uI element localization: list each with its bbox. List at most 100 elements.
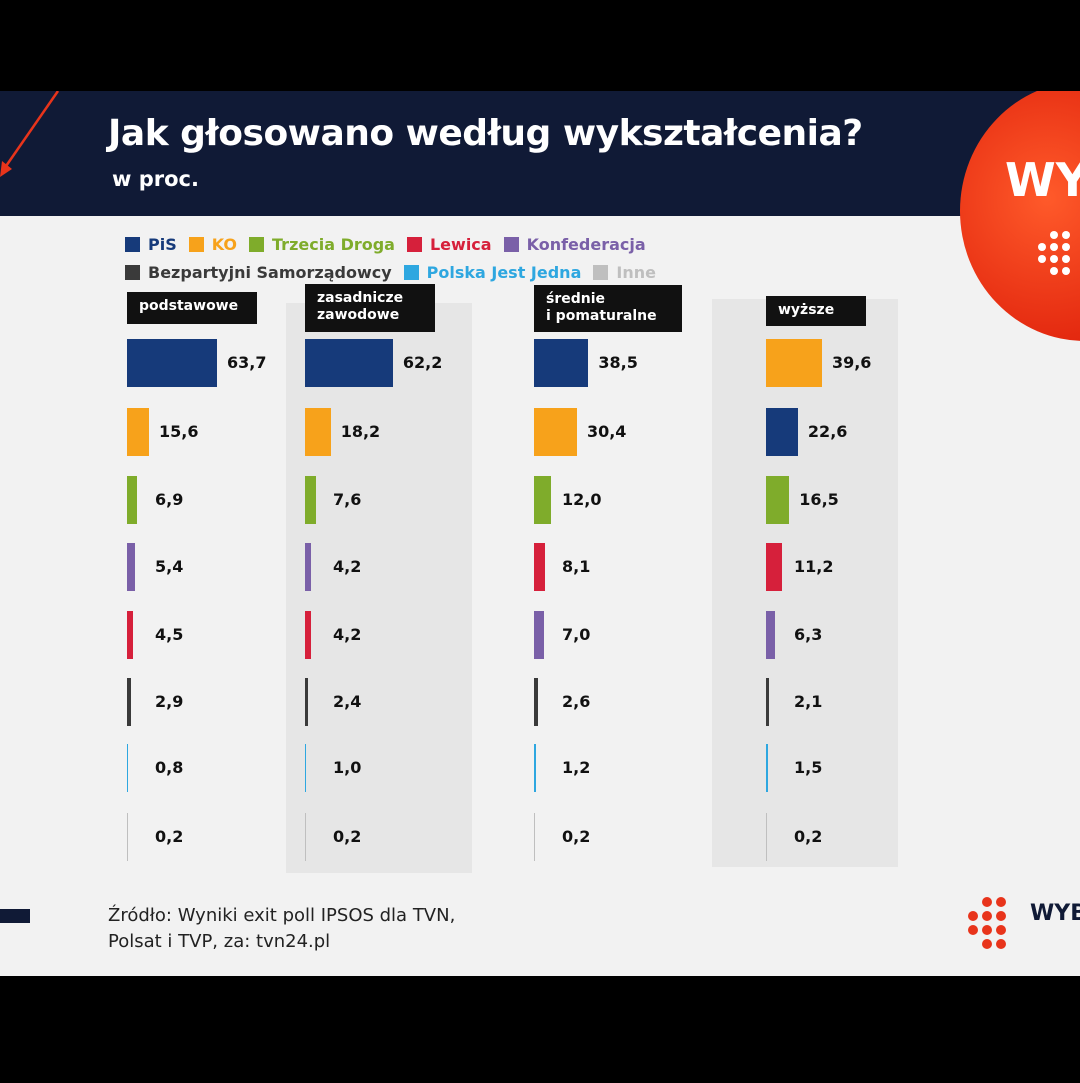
bar-value-label: 1,0 — [333, 758, 362, 777]
dot — [1050, 231, 1058, 239]
bar — [127, 408, 150, 456]
bar-value-label: 18,2 — [340, 422, 381, 441]
bar-value-label: 7,0 — [562, 625, 591, 644]
legend-item: Polska Jest Jedna — [403, 262, 582, 282]
footer-brand-text: WYB — [1030, 901, 1080, 926]
bar-value-label: 6,9 — [155, 490, 184, 509]
bar-value-label: 63,7 — [227, 353, 267, 372]
bar — [127, 543, 135, 591]
bar-value-label: 0,2 — [333, 827, 362, 846]
legend: PiS KO Trzecia Droga Lewica Konfederacja Bez… — [125, 230, 725, 286]
infographic: Jak głosowano według wykształcenia? w pr… — [0, 91, 1080, 976]
bar — [127, 813, 128, 861]
legend-label: KO — [211, 234, 238, 254]
bar-value-label: 0,2 — [155, 827, 184, 846]
bar — [766, 678, 769, 726]
column-background — [712, 299, 898, 867]
bar — [766, 339, 822, 387]
dot — [982, 925, 992, 935]
dot — [996, 911, 1006, 921]
dot — [1038, 243, 1046, 251]
bar — [305, 813, 306, 861]
bar-value-label: 38,5 — [598, 353, 638, 372]
bar — [534, 813, 535, 861]
legend-item: Inne — [593, 263, 656, 282]
legend-swatch — [503, 236, 519, 252]
column-background — [286, 303, 472, 873]
dot — [1050, 243, 1058, 251]
bar-value-label: 30,4 — [586, 422, 627, 441]
legend-label: Bezpartyjni Samorządowcy — [148, 262, 392, 282]
group-header: zasadnicze zawodowe — [305, 284, 435, 332]
dot — [982, 897, 992, 907]
brand-logo-text: WY — [1005, 153, 1080, 207]
bar — [305, 678, 309, 726]
dot — [982, 911, 992, 921]
bar — [534, 408, 577, 456]
bar — [534, 678, 538, 726]
bar — [127, 476, 137, 524]
bar — [305, 611, 311, 659]
legend-row: PiS KO Trzecia Droga Lewica Konfederacja — [125, 230, 725, 258]
dot — [996, 925, 1006, 935]
bar — [766, 543, 782, 591]
group-header: wyższe — [766, 296, 866, 326]
bar-value-label: 4,2 — [333, 557, 362, 576]
dot — [1038, 255, 1046, 263]
dot — [1062, 243, 1070, 251]
legend-label: Polska Jest Jedna — [426, 262, 582, 282]
bar-value-label: 62,2 — [402, 353, 443, 372]
bar-value-label: 2,4 — [333, 692, 362, 711]
legend-item: Trzecia Droga — [249, 235, 395, 254]
legend-swatch — [249, 236, 265, 252]
bar — [534, 543, 546, 591]
bar — [305, 408, 331, 456]
group-header: podstawowe — [127, 292, 257, 324]
group-header: średnie i pomaturalne — [534, 285, 682, 332]
bar-value-label: 39,6 — [831, 353, 872, 372]
dot — [1062, 267, 1070, 275]
bar-value-label: 2,1 — [794, 692, 823, 711]
bar — [766, 744, 769, 792]
legend-swatch — [125, 264, 140, 280]
legend-label: Konfederacja — [526, 234, 646, 254]
dot — [1050, 267, 1058, 275]
bar-value-label: 0,2 — [562, 827, 591, 846]
source-note: Źródło: Wyniki exit poll IPSOS dla TVN, … — [108, 905, 456, 952]
bar — [534, 476, 551, 524]
dot — [1050, 255, 1058, 263]
legend-swatch — [406, 236, 422, 252]
bar — [305, 476, 316, 524]
decorative-arrow-icon — [0, 91, 60, 177]
bar-value-label: 0,2 — [794, 827, 823, 846]
dot — [968, 911, 978, 921]
legend-item: PiS — [125, 235, 177, 254]
bar-value-label: 16,5 — [799, 490, 839, 509]
bar-value-label: 22,6 — [807, 422, 848, 441]
legend-item: Lewica — [406, 235, 492, 254]
legend-item: Konfederacja — [503, 234, 646, 254]
bar — [534, 339, 589, 387]
dot — [996, 897, 1006, 907]
bar-value-label: 8,1 — [562, 557, 591, 576]
dot — [968, 925, 978, 935]
legend-swatch — [403, 264, 419, 280]
legend-label: PiS — [148, 234, 177, 254]
legend-row: Bezpartyjni Samorządowcy Polska Jest Jedn… — [125, 258, 725, 286]
bar-value-label: 6,3 — [794, 625, 823, 644]
bar — [305, 339, 393, 387]
bar-value-label: 2,9 — [155, 692, 184, 711]
header: Jak głosowano według wykształcenia? w pr… — [0, 91, 1080, 216]
dot — [1062, 255, 1070, 263]
bar — [305, 744, 307, 792]
bar-value-label: 4,2 — [333, 625, 362, 644]
bar — [127, 678, 132, 726]
page-subtitle: w proc. — [112, 167, 199, 191]
legend-swatch — [188, 236, 204, 252]
bar — [766, 611, 775, 659]
bar-value-label: 5,4 — [155, 557, 184, 576]
dot — [1062, 231, 1070, 239]
bar — [766, 408, 798, 456]
bar — [127, 611, 134, 659]
dot — [982, 939, 992, 949]
